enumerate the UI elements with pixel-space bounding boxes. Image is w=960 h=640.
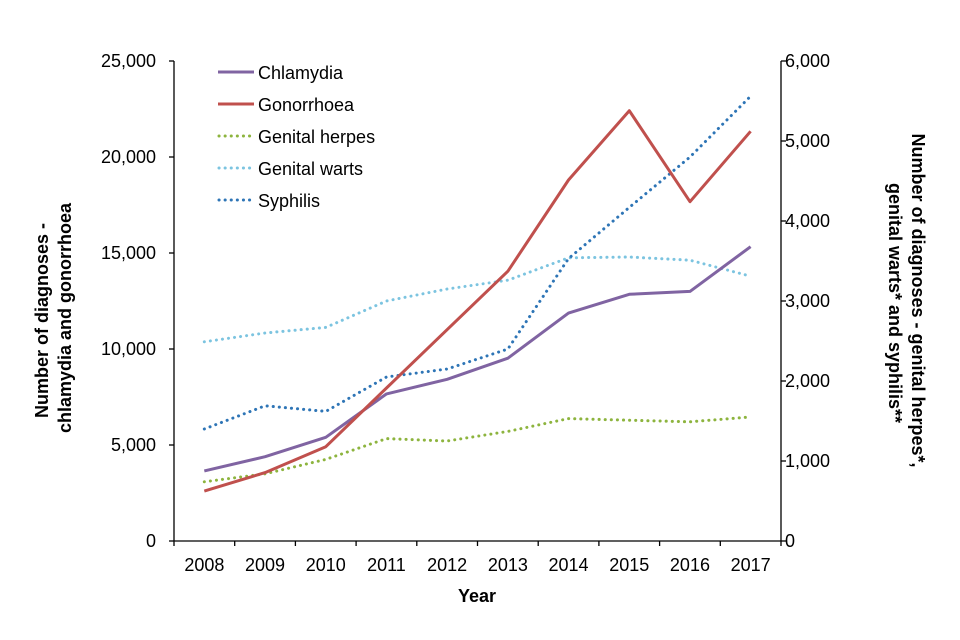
x-tick-label: 2009 [245,555,285,575]
x-tick-label: 2013 [488,555,528,575]
y-tick-label-right: 3,000 [785,291,830,311]
x-tick-label: 2014 [549,555,589,575]
x-tick-label: 2008 [184,555,224,575]
series-line-chlamydia [203,245,752,473]
y-tick-label-left: 0 [146,531,156,551]
x-tick-label: 2016 [670,555,710,575]
y-axis-title-right-line-2: genital warts* and syphilis** [885,183,905,423]
y-tick-label-right: 0 [785,531,795,551]
y-axis-title-left-line-2: chlamydia and gonorrhoea [55,202,75,433]
series-line-gonorrhoea [203,109,752,493]
y-tick-label-left: 5,000 [111,435,156,455]
y-tick-label-left: 15,000 [101,243,156,263]
y-axis-title-left: Number of diagnoses - chlamydia and gono… [32,202,75,433]
legend-label-genital-herpes: Genital herpes [258,127,375,147]
series-layer [202,94,753,493]
y-tick-label-left: 20,000 [101,147,156,167]
y-tick-label-right: 4,000 [785,211,830,231]
y-tick-label-right: 2,000 [785,371,830,391]
legend-label-chlamydia: Chlamydia [258,63,344,83]
x-axis-title: Year [458,586,496,606]
y-axis-title-right: Number of diagnoses - genital herpes*, g… [885,133,928,472]
x-tick-label: 2010 [306,555,346,575]
y-axis-title-right-line-1: Number of diagnoses - genital herpes*, [908,133,928,467]
legend-label-gonorrhoea: Gonorrhoea [258,95,355,115]
series-line-syphilis [202,94,753,431]
y-tick-label-left: 10,000 [101,339,156,359]
y-tick-label-right: 5,000 [785,131,830,151]
series-line-genital-herpes [202,415,753,484]
legend-label-genital-warts: Genital warts [258,159,363,179]
y-tick-label-left: 25,000 [101,51,156,71]
x-tick-label: 2015 [609,555,649,575]
series-line-genital-warts [202,255,753,344]
legend-label-syphilis: Syphilis [258,191,320,211]
axes: 0 5,000 10,000 15,000 20,000 25,000 0 1,000 2,00… [101,51,830,575]
x-tick-label: 2017 [731,555,771,575]
y-tick-label-right: 6,000 [785,51,830,71]
x-tick-label: 2012 [427,555,467,575]
y-tick-label-right: 1,000 [785,451,830,471]
x-tick-label: 2011 [367,555,406,575]
y-axis-title-left-line-1: Number of diagnoses - [32,223,52,418]
legend: Chlamydia Gonorrhoea Genital herpes Genital… [217,63,375,211]
